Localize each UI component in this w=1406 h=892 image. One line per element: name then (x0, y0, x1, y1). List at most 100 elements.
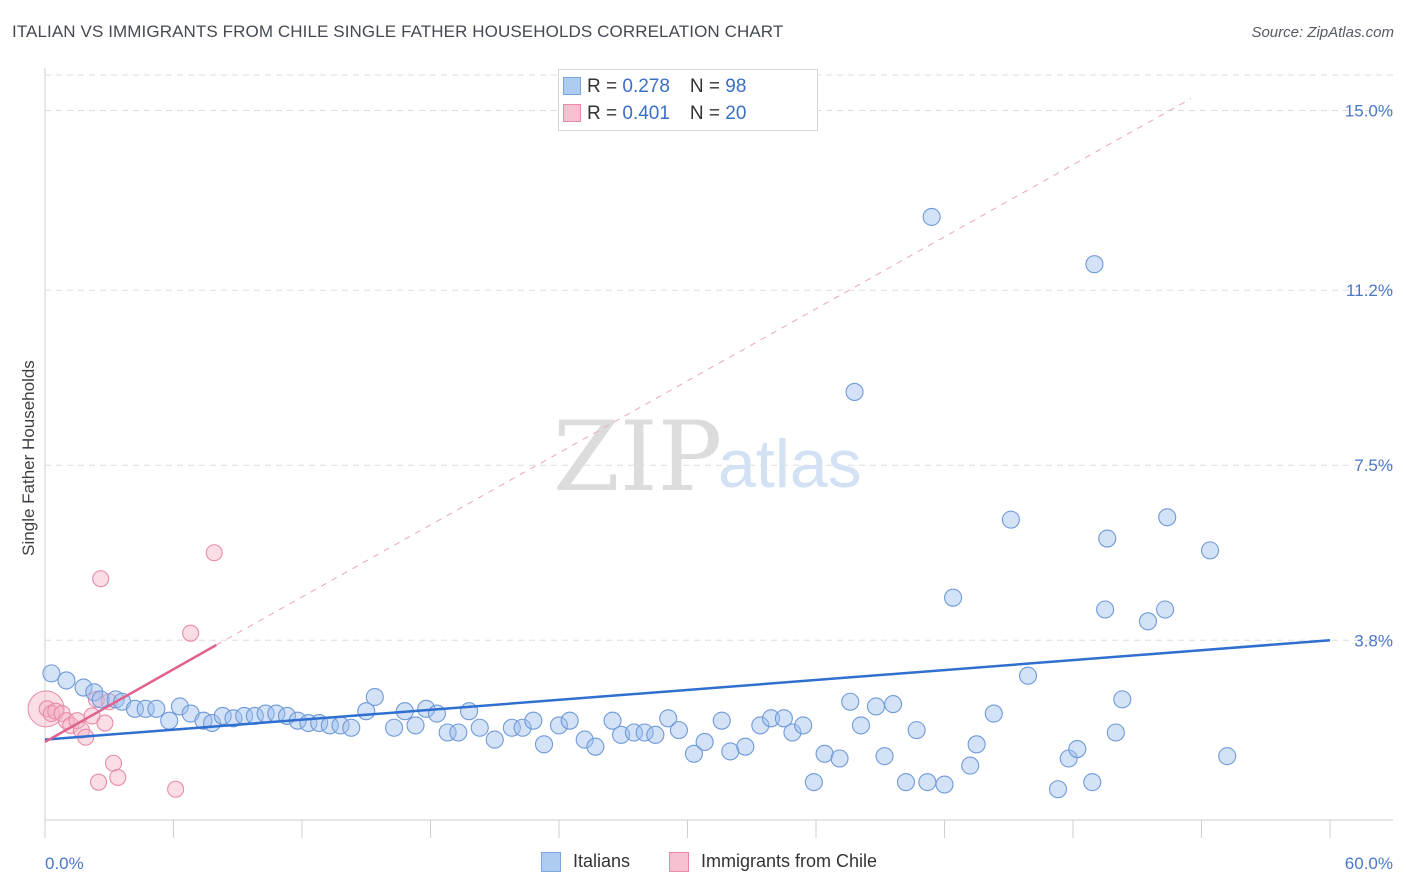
point-italians (449, 723, 468, 742)
point-italians (896, 773, 916, 792)
point-italians (603, 711, 622, 730)
point-italians (845, 382, 864, 401)
point-chile (167, 780, 185, 798)
point-italians (783, 723, 802, 742)
point-italians (761, 709, 781, 728)
point-italians (866, 697, 886, 716)
legend-swatch-chile (669, 851, 689, 872)
point-chile (92, 570, 110, 588)
axes (44, 68, 1393, 838)
point-italians (815, 744, 834, 763)
point-italians (365, 687, 384, 707)
point-italians (751, 716, 770, 735)
chart-title: ITALIAN VS IMMIGRANTS FROM CHILE SINGLE … (12, 22, 784, 41)
point-italians (944, 588, 963, 607)
point-italians (918, 773, 937, 792)
point-italians (85, 683, 104, 702)
legend-r-label: R = (587, 103, 623, 124)
point-chile (104, 754, 123, 772)
point-italians (42, 664, 61, 683)
point-italians (804, 773, 823, 792)
point-italians (1158, 508, 1177, 527)
point-italians (794, 716, 813, 735)
point-italians (1106, 723, 1125, 742)
point-chile (89, 773, 108, 791)
legend-row-chile: R = 0.401 N = 20 (563, 102, 747, 126)
point-italians (922, 207, 941, 226)
point-italians (170, 697, 189, 716)
point-italians (136, 699, 155, 718)
point-italians (1218, 747, 1237, 766)
point-italians (57, 671, 76, 690)
legend-n-value: 20 (725, 103, 747, 124)
point-italians (684, 744, 703, 763)
point-italians (774, 709, 793, 728)
point-italians (884, 695, 903, 714)
point-italians (586, 737, 605, 756)
point-italians (213, 706, 232, 725)
watermark-zip: ZIP (553, 401, 722, 513)
y-tick-labels: 3.8% 7.5% 11.2% 15.0% (1345, 101, 1393, 650)
point-italians (659, 709, 678, 728)
point-italians (147, 699, 166, 718)
legend-n-label: N = (689, 103, 726, 124)
point-italians (485, 730, 504, 749)
point-italians (160, 711, 179, 730)
series-legend: Italians Immigrants from Chile (0, 851, 1406, 877)
point-italians (961, 756, 980, 775)
point-italians (646, 725, 665, 744)
stats-legend: R = 0.278 N = 98 R = 0.401 N = 20 (558, 69, 818, 131)
point-italians (851, 716, 871, 735)
point-italians (502, 718, 521, 737)
watermark: ZIP atlas (553, 401, 862, 513)
legend-item-chile[interactable]: Immigrants from Chile (669, 851, 877, 872)
point-italians (224, 709, 243, 728)
legend-item-italians[interactable]: Italians (541, 851, 630, 872)
point-italians (721, 742, 740, 761)
point-italians (74, 678, 93, 697)
point-italians (406, 716, 425, 735)
point-italians (984, 704, 1003, 723)
point-italians (1083, 773, 1102, 792)
x-tick-label: 60.0% (1345, 854, 1393, 873)
point-italians (624, 723, 644, 742)
trendlines (44, 98, 1331, 744)
point-italians (635, 723, 654, 742)
point-italians (560, 711, 579, 730)
source-label: Source: ZipAtlas.com (1251, 24, 1394, 41)
point-italians (1138, 612, 1158, 631)
point-italians (1113, 690, 1132, 709)
y-tick-label: 11.2% (1346, 281, 1393, 300)
point-italians (875, 747, 894, 766)
point-italians (841, 692, 860, 711)
point-chile (182, 624, 200, 642)
trendline-chile (44, 643, 217, 744)
point-italians (1096, 600, 1115, 619)
point-italians (1085, 255, 1104, 274)
legend-row-italians: R = 0.278 N = 98 (563, 75, 746, 99)
point-italians (438, 723, 457, 742)
legend-swatch-chile (563, 104, 581, 122)
point-italians (967, 735, 986, 754)
point-italians (91, 690, 110, 709)
trendline-chile-extrapolated (216, 98, 1192, 646)
x-tick-label: 0.0% (45, 854, 84, 873)
legend-swatch-italians (541, 851, 561, 872)
legend-label-chile: Immigrants from Chile (701, 851, 878, 871)
legend-r-value: 0.401 (622, 103, 670, 124)
point-italians (1048, 780, 1068, 799)
gridlines (45, 74, 1393, 641)
point-italians (1098, 529, 1117, 548)
point-italians (470, 718, 489, 737)
legend-label-italians: Italians (573, 851, 631, 871)
point-italians (907, 721, 926, 740)
point-italians (549, 716, 569, 735)
x-tick-labels: 0.0% 60.0% (45, 854, 1393, 873)
point-italians (1018, 666, 1038, 685)
legend-swatch-italians (563, 77, 581, 95)
point-italians (712, 711, 731, 730)
point-italians (935, 775, 954, 794)
point-italians (1068, 739, 1087, 759)
point-italians (524, 711, 543, 730)
